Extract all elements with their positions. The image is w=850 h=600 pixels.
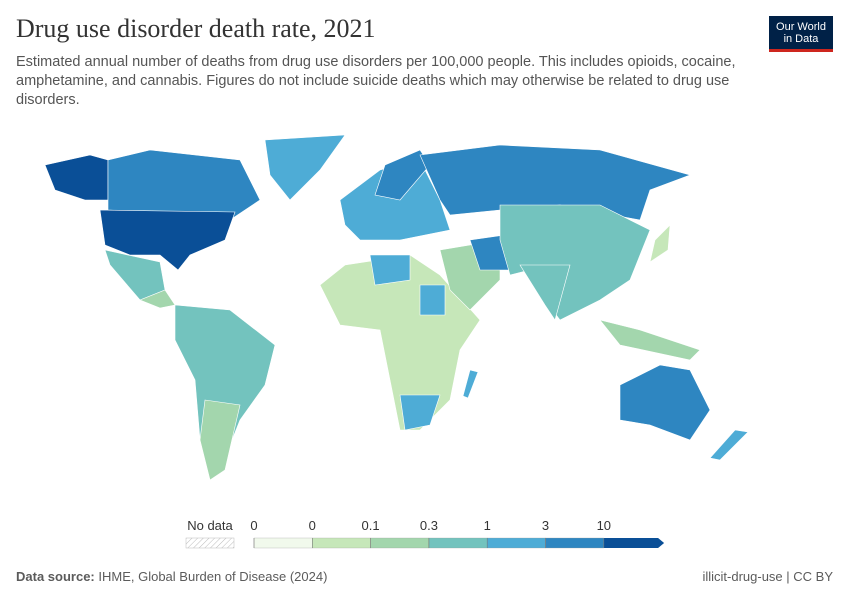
region: [419, 284, 446, 316]
region: [649, 224, 671, 263]
legend-bin: [603, 538, 665, 548]
source-text: IHME, Global Burden of Disease (2024): [98, 569, 328, 584]
legend-bin: [312, 537, 371, 549]
region: [619, 364, 711, 441]
logo-line: in Data: [783, 33, 819, 45]
region: [44, 154, 109, 201]
region: [104, 249, 166, 301]
countries: [44, 134, 749, 481]
title: Drug use disorder death rate, 2021: [16, 14, 376, 43]
subtitle: Estimated annual number of deaths from d…: [16, 54, 736, 108]
region: [709, 429, 749, 461]
no-data-label: No data: [187, 518, 233, 533]
legend-bin: [370, 537, 430, 549]
legend-bin: [428, 537, 488, 549]
legend-bin: [253, 537, 313, 549]
region: [399, 394, 441, 431]
region: [419, 144, 691, 221]
map: No data 0 0 0.1 0.3 1 3 10: [44, 134, 749, 549]
source: Data source: IHME, Global Burden of Dise…: [16, 569, 327, 584]
legend-tick-label: 3: [542, 518, 549, 533]
logo-line: Our World: [776, 21, 826, 33]
legend-bin: [487, 537, 546, 549]
source-label: Data source:: [16, 569, 95, 584]
region: [499, 204, 651, 321]
legend-bin: [545, 537, 604, 549]
region: [264, 134, 346, 201]
region: [369, 254, 411, 286]
region: [199, 399, 241, 481]
region: [462, 369, 479, 399]
logo[interactable]: Our World in Data: [769, 16, 833, 52]
legend-tick-label: 0.3: [420, 518, 438, 533]
region: [599, 319, 701, 361]
region: [107, 149, 261, 221]
region: [339, 159, 451, 241]
legend-tick-label: 0.1: [362, 518, 380, 533]
region: [519, 264, 571, 321]
slug[interactable]: illicit-drug-use | CC BY: [702, 569, 833, 584]
region: [99, 209, 236, 271]
no-data-swatch: [185, 537, 235, 549]
legend: 0 0 0.1 0.3 1 3 10: [250, 518, 665, 549]
legend-tick-label: 0: [250, 518, 257, 533]
legend-tick-label: 0: [309, 518, 316, 533]
legend-tick-label: 10: [597, 518, 611, 533]
legend-tick-label: 1: [484, 518, 491, 533]
